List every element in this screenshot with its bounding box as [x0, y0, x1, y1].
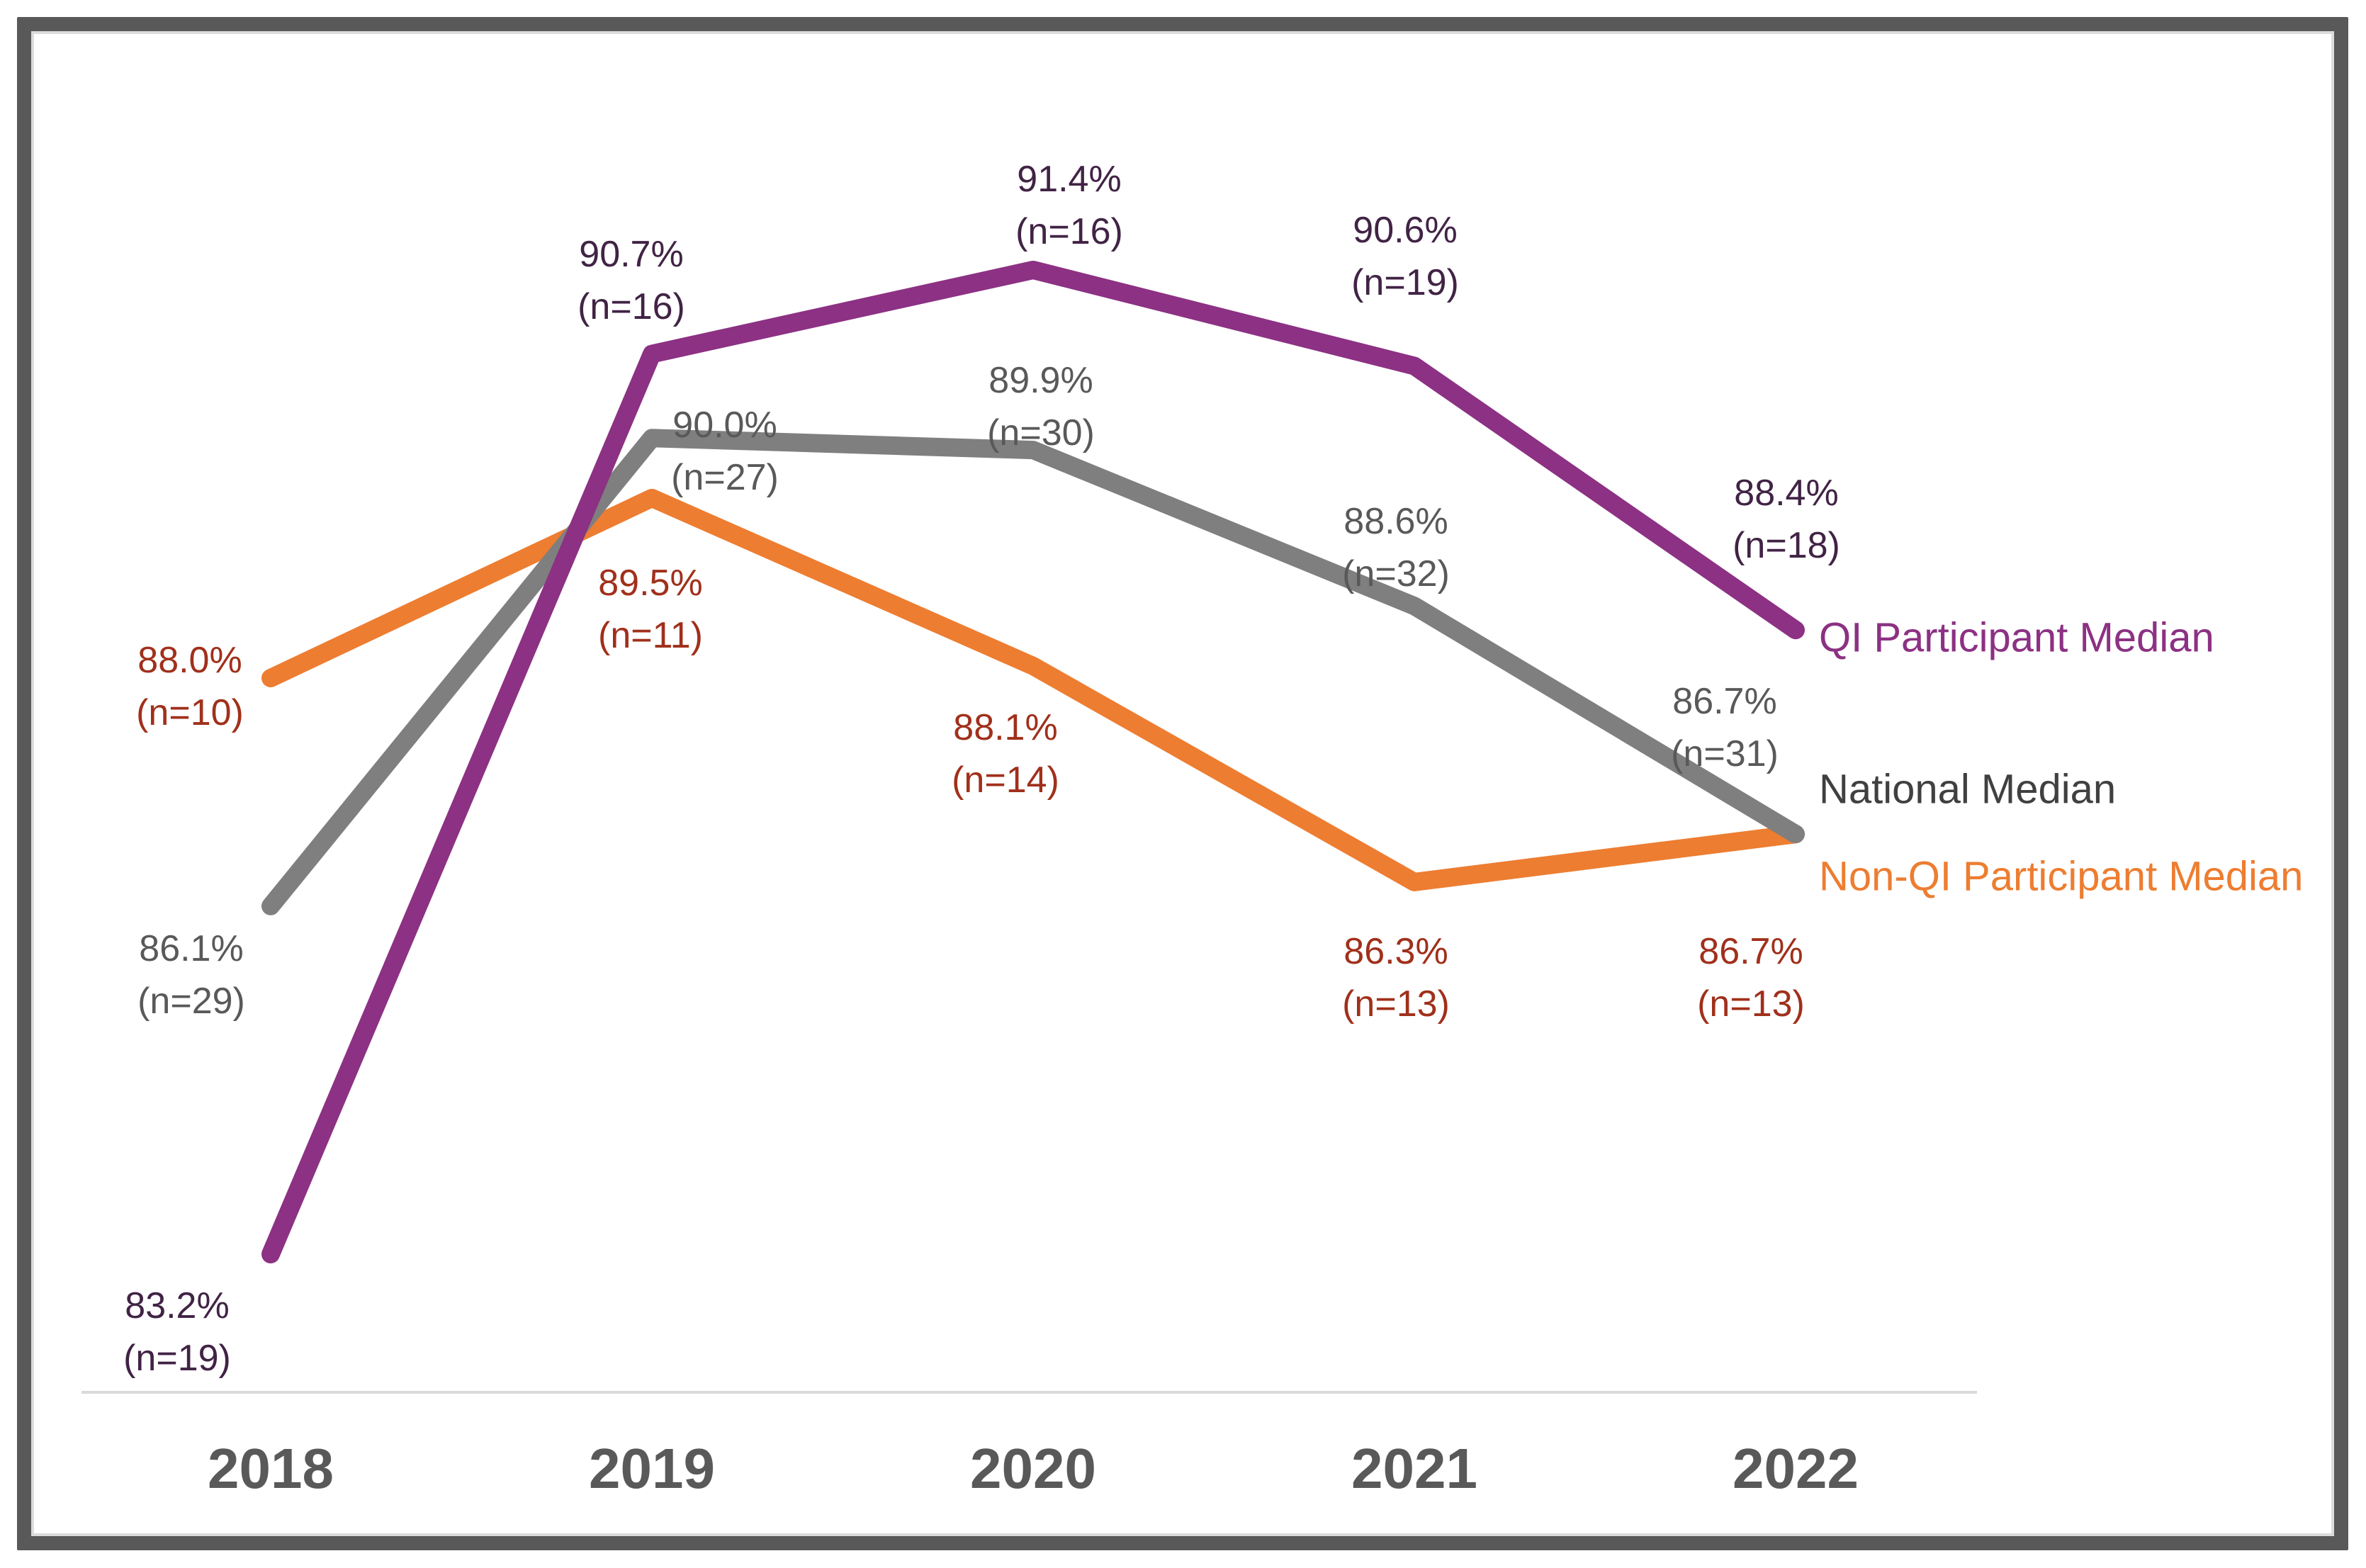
data-label-non-qi-participant-median-2019: 89.5% (n=11): [598, 557, 703, 662]
data-label-qi-participant-median-2019: 90.7% (n=16): [578, 228, 685, 333]
data-label-value: 91.4%: [1017, 159, 1122, 200]
data-label-value: 89.5%: [598, 562, 703, 604]
data-label-n: (n=27): [671, 457, 779, 499]
data-label-n: (n=19): [123, 1338, 231, 1380]
data-label-national-median-2018: 86.1% (n=29): [137, 923, 245, 1027]
data-label-non-qi-participant-median-2020: 88.1% (n=14): [952, 701, 1059, 806]
data-label-value: 86.3%: [1343, 930, 1448, 972]
x-tick-label-2019: 2019: [589, 1437, 715, 1500]
data-label-qi-participant-median-2018: 83.2% (n=19): [123, 1280, 231, 1384]
data-label-value: 89.9%: [988, 360, 1093, 402]
data-label-n: (n=16): [578, 286, 685, 327]
data-label-value: 88.1%: [953, 707, 1058, 749]
data-label-n: (n=16): [1015, 211, 1123, 252]
x-tick-label-2018: 2018: [208, 1437, 334, 1500]
data-label-national-median-2019: 90.0% (n=27): [671, 399, 779, 504]
data-label-value: 88.0%: [137, 639, 242, 681]
data-label-value: 90.7%: [579, 233, 684, 275]
legend-non-qi-participant-median: Non-QI Participant Median: [1819, 853, 2304, 900]
data-label-n: (n=13): [1697, 983, 1805, 1025]
data-label-value: 90.0%: [672, 405, 777, 446]
x-tick-label-2021: 2021: [1351, 1437, 1477, 1500]
data-label-n: (n=11): [598, 614, 703, 656]
series-line-non-qi-participant-median: [261, 488, 1805, 891]
data-label-national-median-2021: 88.6% (n=32): [1342, 495, 1450, 600]
data-label-value: 88.6%: [1343, 501, 1448, 543]
data-label-n: (n=13): [1342, 983, 1450, 1025]
data-label-qi-participant-median-2021: 90.6% (n=19): [1351, 204, 1459, 309]
data-label-n: (n=31): [1671, 733, 1779, 775]
data-label-value: 86.7%: [1699, 931, 1803, 973]
legend-national-median: National Median: [1819, 766, 2117, 813]
series-line-national-median: [261, 429, 1805, 915]
data-label-non-qi-participant-median-2018: 88.0% (n=10): [136, 634, 244, 739]
legend-qi-participant-median: QI Participant Median: [1819, 614, 2214, 661]
data-label-non-qi-participant-median-2022: 86.7% (n=13): [1697, 925, 1805, 1030]
data-label-national-median-2020: 89.9% (n=30): [987, 354, 1095, 459]
data-label-n: (n=10): [136, 692, 244, 733]
data-label-qi-participant-median-2022: 88.4% (n=18): [1733, 467, 1840, 572]
data-label-n: (n=19): [1351, 261, 1459, 303]
data-label-value: 90.6%: [1353, 209, 1458, 251]
data-label-n: (n=32): [1342, 553, 1450, 595]
data-label-n: (n=30): [987, 412, 1095, 454]
data-label-n: (n=29): [137, 980, 245, 1022]
data-label-value: 86.7%: [1672, 681, 1777, 723]
x-tick-label-2022: 2022: [1733, 1437, 1859, 1500]
data-label-value: 88.4%: [1734, 473, 1839, 514]
data-label-national-median-2022: 86.7% (n=31): [1671, 675, 1779, 780]
data-label-non-qi-participant-median-2021: 86.3% (n=13): [1342, 925, 1450, 1030]
series-line-qi-participant-median: [261, 261, 1805, 1264]
data-label-n: (n=14): [952, 760, 1059, 801]
x-tick-label-2020: 2020: [970, 1437, 1096, 1500]
data-label-value: 86.1%: [139, 927, 244, 969]
data-label-n: (n=18): [1733, 525, 1840, 567]
data-label-qi-participant-median-2020: 91.4% (n=16): [1015, 153, 1123, 258]
data-label-value: 83.2%: [125, 1285, 230, 1327]
